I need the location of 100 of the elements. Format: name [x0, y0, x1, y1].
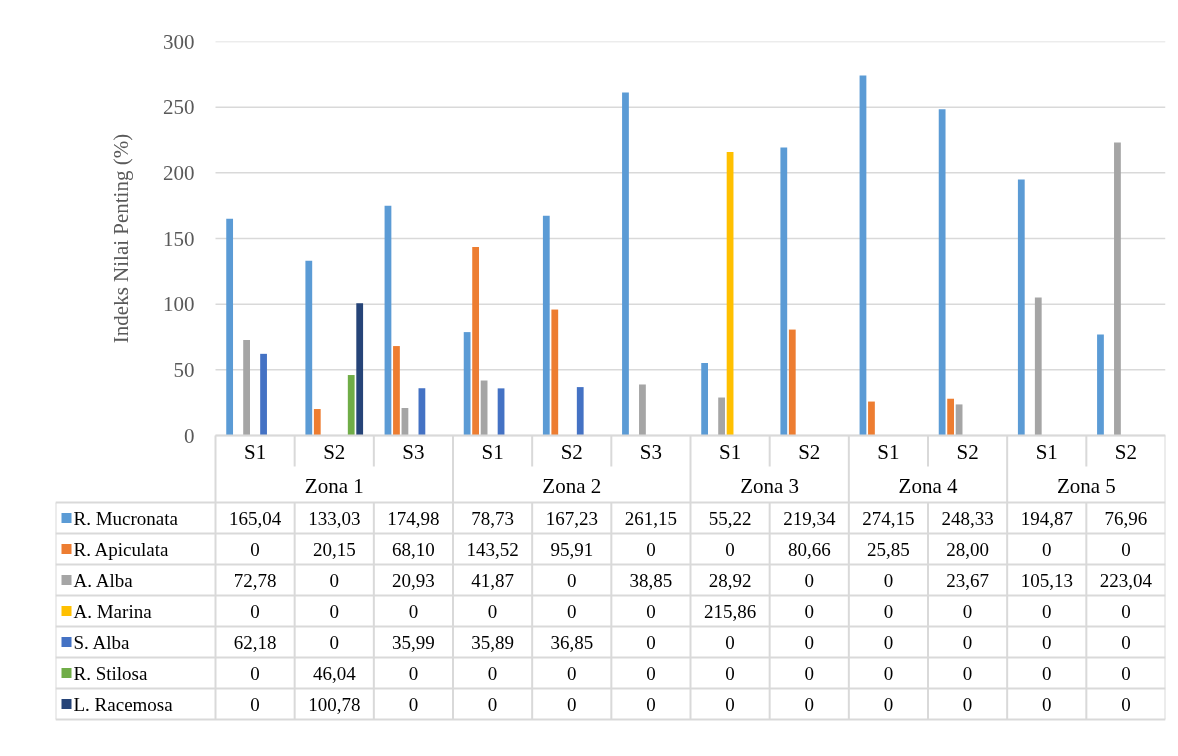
x-tick-label: S2	[956, 440, 979, 464]
data-label: 36,85	[550, 631, 594, 653]
text: Zona 2	[542, 473, 602, 498]
x-tick-label: S3	[639, 440, 663, 464]
data-label: 0	[725, 631, 735, 653]
x-tick-label: S3	[402, 440, 425, 464]
data-label: 25,85	[867, 538, 910, 560]
data-label: 35,89	[471, 631, 514, 653]
data-label: 0	[804, 569, 814, 591]
bar	[947, 398, 955, 436]
data-label: 165,04	[228, 507, 282, 529]
x-tick-label: S1	[877, 440, 900, 464]
bar	[551, 309, 559, 436]
data-label: 0	[883, 631, 894, 653]
data-label: 0	[1042, 538, 1052, 560]
data-label: 133,03	[308, 507, 361, 529]
data-label: 0	[567, 569, 577, 591]
bar	[463, 332, 471, 436]
data-label: 80,66	[787, 538, 831, 560]
bar	[868, 401, 875, 436]
x-tick-label: S1	[1035, 440, 1058, 464]
data-label: 38,85	[629, 569, 673, 591]
data-label: 219,34	[783, 507, 836, 529]
data-label: 0	[804, 631, 814, 653]
y-tick-label: 100	[163, 292, 195, 317]
bar	[260, 353, 267, 436]
data-label: 62,18	[233, 631, 277, 653]
data-label: 0	[883, 569, 894, 591]
data-label: 72,78	[233, 569, 277, 591]
data-label: 0	[962, 631, 973, 653]
legend-label: R. Stilosa	[73, 662, 148, 684]
data-label: 100,78	[308, 693, 361, 715]
data-label: 0	[883, 693, 894, 715]
data-label: 76,96	[1104, 507, 1148, 529]
data-label: 55,22	[708, 507, 752, 529]
y-tick-label: 150	[163, 226, 195, 251]
legend-label: R. Mucronata	[73, 507, 179, 529]
text: Zona 5	[1056, 473, 1116, 498]
text: Zona 1	[304, 473, 364, 498]
legend-label: A. Marina	[73, 600, 153, 622]
data-label: 174,98	[387, 507, 440, 529]
data-label: 0	[250, 600, 260, 622]
data-label: 41,87	[471, 569, 514, 591]
data-label: 0	[883, 600, 894, 622]
data-label: 0	[1042, 693, 1052, 715]
legend-label: L. Racemosa	[73, 693, 174, 715]
x-tick-label: S2	[1114, 440, 1138, 464]
x-tick-label: S1	[718, 440, 742, 464]
data-label: 0	[804, 693, 814, 715]
data-label: 0	[646, 538, 656, 560]
data-label: 0	[962, 600, 973, 622]
data-label: 0	[646, 600, 656, 622]
legend-label: A. Alba	[73, 569, 134, 591]
data-label: 20,15	[312, 538, 356, 560]
data-label: 0	[329, 631, 339, 653]
data-label: 20,93	[392, 569, 435, 591]
data-label: 78,73	[471, 507, 514, 529]
data-label: 0	[329, 569, 339, 591]
data-label: 261,15	[624, 507, 678, 529]
text: Zona 4	[898, 473, 958, 498]
data-label: 215,86	[703, 600, 757, 622]
data-label: 0	[962, 662, 973, 684]
y-axis-title: Indeks Nilai Penting (%)	[108, 133, 133, 344]
bar	[639, 384, 646, 436]
data-label: 0	[725, 693, 735, 715]
bar	[788, 329, 796, 436]
bar	[356, 303, 364, 436]
data-label: 28,92	[708, 569, 752, 591]
y-tick-label: 200	[163, 160, 195, 185]
data-label: 0	[250, 693, 260, 715]
y-tick-label: 0	[184, 423, 195, 448]
data-label: 0	[250, 662, 260, 684]
data-label: 46,04	[312, 662, 357, 684]
bar	[701, 362, 709, 436]
data-label: 0	[646, 631, 656, 653]
data-label: 0	[329, 600, 339, 622]
data-label: 167,23	[545, 507, 598, 529]
data-label: 0	[567, 662, 577, 684]
data-label: 0	[1121, 693, 1131, 715]
data-label: 0	[487, 693, 498, 715]
bar	[1017, 179, 1025, 436]
y-tick-label: 50	[173, 357, 195, 382]
bar	[313, 409, 321, 436]
bar	[472, 247, 480, 436]
data-label: 0	[1042, 631, 1052, 653]
data-label: 35,99	[392, 631, 435, 653]
data-label: 23,67	[946, 569, 989, 591]
data-label: 0	[408, 600, 419, 622]
bar	[1114, 142, 1121, 436]
data-label: 0	[250, 538, 260, 560]
bar	[780, 147, 788, 436]
y-tick-label: 300	[163, 29, 195, 54]
text: Zona 3	[740, 473, 800, 498]
data-label: 0	[1121, 631, 1131, 653]
bar	[243, 339, 250, 436]
bar	[393, 346, 400, 436]
data-label: 0	[725, 662, 735, 684]
bar	[1097, 334, 1104, 436]
data-label: 0	[1121, 600, 1131, 622]
data-label: 0	[962, 693, 973, 715]
